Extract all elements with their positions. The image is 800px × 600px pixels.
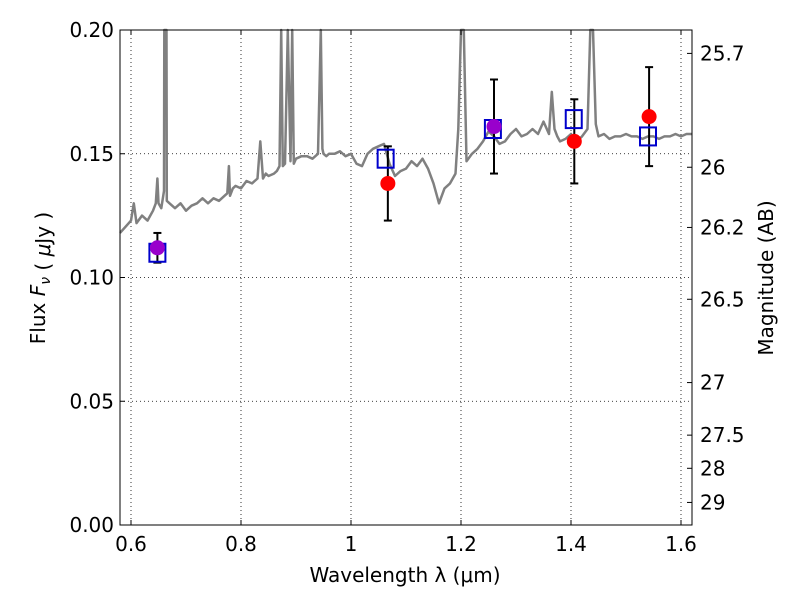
observed-point	[380, 175, 396, 191]
magnitude-axis-ticks: 25.7 26 26.2 26.5 27 27.5 28 29	[687, 41, 745, 514]
x-tick-label: 1	[345, 532, 358, 556]
x-axis-ticks: 0.6 0.8 1 1.2 1.4 1.6	[115, 30, 697, 556]
observed-point	[566, 133, 582, 149]
magnitude-tick-label: 26	[700, 155, 725, 179]
x-axis-label: Wavelength λ (μm)	[309, 563, 500, 587]
model-square-point	[376, 148, 395, 169]
magnitude-axis-label: Magnitude (AB)	[754, 200, 778, 355]
x-tick-label: 0.6	[115, 532, 147, 556]
y-tick-label: 0.15	[69, 142, 114, 166]
y-tick-label: 0.00	[69, 513, 114, 537]
spectrum-series	[119, 28, 692, 234]
observed-point	[641, 109, 657, 125]
observed-point	[149, 240, 165, 256]
magnitude-tick-label: 28	[700, 456, 725, 480]
y-tick-label: 0.10	[69, 266, 114, 290]
model-square-point	[639, 126, 657, 147]
plot-frame	[119, 29, 693, 526]
x-tick-label: 1.4	[555, 532, 587, 556]
x-tick-label: 1.2	[445, 532, 477, 556]
y-axis-ticks: 0.00 0.05 0.10 0.15 0.20	[69, 18, 125, 537]
magnitude-tick-label: 27	[700, 371, 725, 395]
x-tick-label: 1.6	[665, 532, 697, 556]
y-tick-label: 0.05	[69, 389, 114, 413]
y-axis-label: Flux Fν ( μJy )	[26, 212, 55, 344]
observed-point	[486, 119, 502, 135]
spectrum-line	[119, 28, 692, 234]
magnitude-tick-label: 29	[700, 490, 725, 514]
magnitude-tick-label: 26.2	[700, 215, 745, 239]
magnitude-tick-label: 25.7	[700, 41, 745, 65]
model-square-point	[564, 109, 583, 130]
grid-lines	[120, 30, 692, 525]
error-bars	[153, 66, 654, 264]
x-tick-label: 0.8	[225, 532, 257, 556]
magnitude-tick-label: 27.5	[700, 423, 745, 447]
y-tick-label: 0.20	[69, 18, 114, 42]
observed-series	[149, 109, 657, 256]
model-series	[148, 109, 657, 263]
magnitude-tick-label: 26.5	[700, 287, 745, 311]
